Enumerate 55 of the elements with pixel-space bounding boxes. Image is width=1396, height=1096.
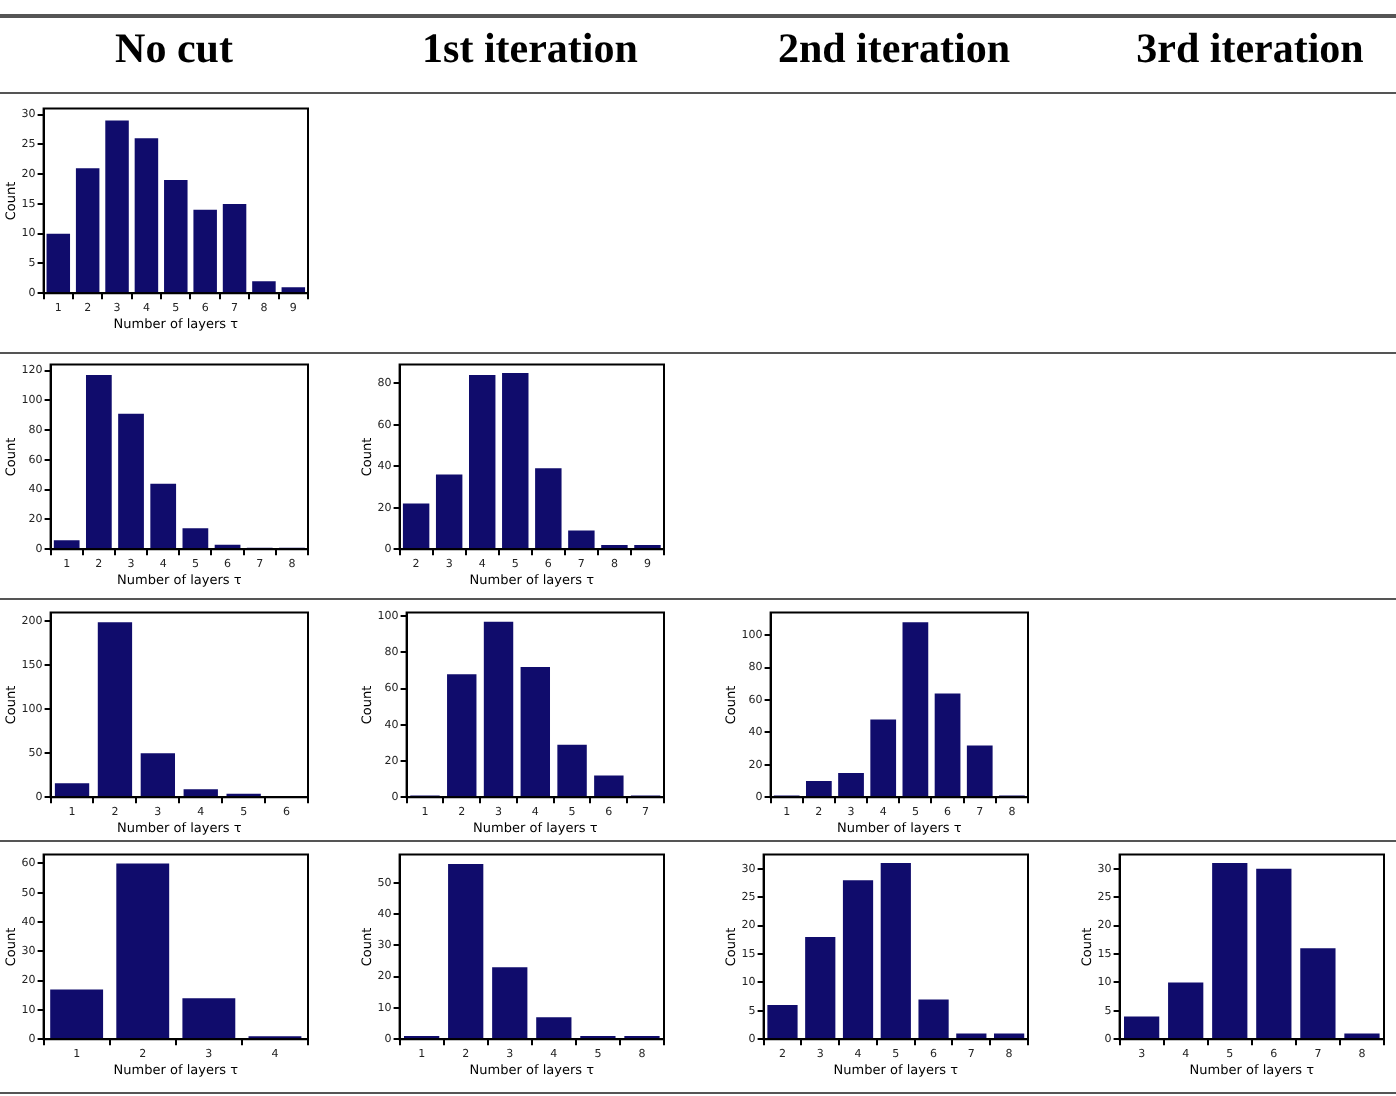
bar	[1300, 948, 1336, 1039]
bar	[568, 530, 595, 549]
bar	[767, 1005, 798, 1039]
bar	[557, 744, 587, 797]
bar	[53, 540, 80, 549]
bar	[164, 180, 188, 293]
bar	[46, 233, 71, 293]
bar	[54, 783, 90, 797]
bar	[966, 745, 993, 797]
bar	[805, 936, 836, 1039]
bar	[448, 863, 484, 1039]
chart-title: 1st iteration	[420, 24, 640, 76]
bar	[447, 674, 477, 797]
bar	[183, 789, 218, 797]
bar	[140, 753, 176, 797]
bar	[535, 468, 562, 549]
bar	[222, 203, 247, 293]
bar	[97, 622, 133, 797]
bar	[182, 998, 236, 1039]
bar	[1212, 863, 1248, 1039]
bar	[934, 693, 961, 797]
bar	[838, 772, 864, 797]
bar	[281, 287, 306, 293]
bar	[492, 967, 528, 1039]
bar	[252, 281, 276, 293]
bar	[594, 775, 624, 797]
chart-title: No cut	[113, 24, 235, 76]
bar	[105, 120, 129, 293]
bar	[502, 372, 529, 549]
bar	[483, 621, 514, 797]
bar	[805, 781, 832, 797]
bar	[1168, 982, 1204, 1039]
bar	[880, 863, 911, 1039]
bar	[402, 503, 430, 549]
bar	[435, 474, 463, 549]
bar	[469, 374, 496, 549]
bar	[75, 168, 100, 293]
bar	[520, 666, 551, 797]
bar	[918, 999, 949, 1039]
bar	[150, 483, 177, 549]
bar	[870, 719, 897, 797]
bar	[536, 1017, 572, 1039]
bar	[134, 138, 159, 293]
chart-title: 2nd iteration	[775, 24, 1013, 76]
bar	[1256, 868, 1292, 1039]
bar	[118, 413, 144, 549]
bar	[1124, 1016, 1160, 1039]
bar	[85, 375, 112, 549]
bar	[116, 863, 170, 1039]
bar	[902, 622, 929, 797]
bar	[842, 880, 874, 1039]
chart-title: 3rd iteration	[1134, 24, 1366, 76]
bar	[50, 989, 104, 1039]
bar	[193, 209, 217, 293]
bar	[182, 528, 209, 549]
